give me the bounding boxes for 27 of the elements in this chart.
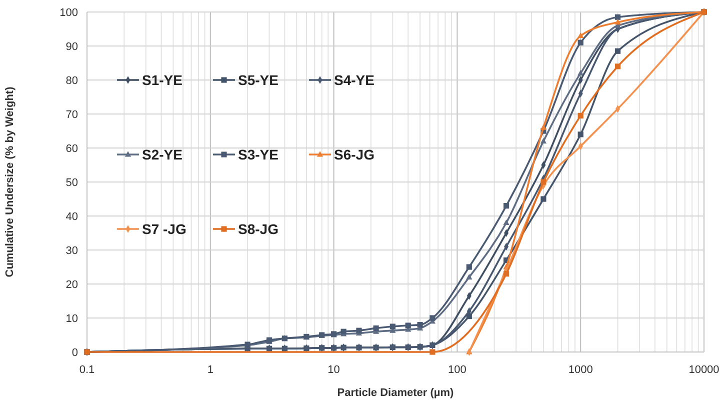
legend-label: S6-JG (334, 146, 375, 162)
legend-label: S4-YE (334, 72, 374, 88)
x-tick-label: 10 (328, 364, 340, 376)
y-tick-label: 30 (66, 245, 78, 257)
legend-label: S3-YE (238, 146, 278, 162)
legend-label: S2-YE (142, 146, 182, 162)
x-tick-label: 100 (448, 364, 466, 376)
legend-label: S7 -JG (142, 221, 186, 237)
y-tick-label: 90 (66, 41, 78, 53)
legend-label: S1-YE (142, 72, 182, 88)
x-tick-label: 0.1 (79, 364, 95, 376)
y-tick-label: 60 (66, 143, 78, 155)
x-tick-label: 10000 (688, 364, 720, 376)
y-tick-label: 100 (60, 7, 78, 19)
y-axis-title: Cumulative Undersize (% by Weight) (4, 86, 16, 278)
legend-label: S5-YE (238, 72, 278, 88)
x-tick-label: 1000 (568, 364, 593, 376)
y-tick-label: 40 (66, 211, 78, 223)
x-tick-label: 1 (207, 364, 214, 376)
y-tick-label: 50 (66, 177, 78, 189)
y-tick-label: 20 (66, 279, 78, 291)
legend-label: S8-JG (238, 221, 279, 237)
y-tick-label: 10 (66, 313, 78, 325)
y-tick-label: 0 (72, 347, 78, 359)
y-tick-label: 80 (66, 75, 78, 87)
x-axis-title: Particle Diameter (µm) (337, 387, 454, 399)
y-tick-label: 70 (66, 109, 78, 121)
